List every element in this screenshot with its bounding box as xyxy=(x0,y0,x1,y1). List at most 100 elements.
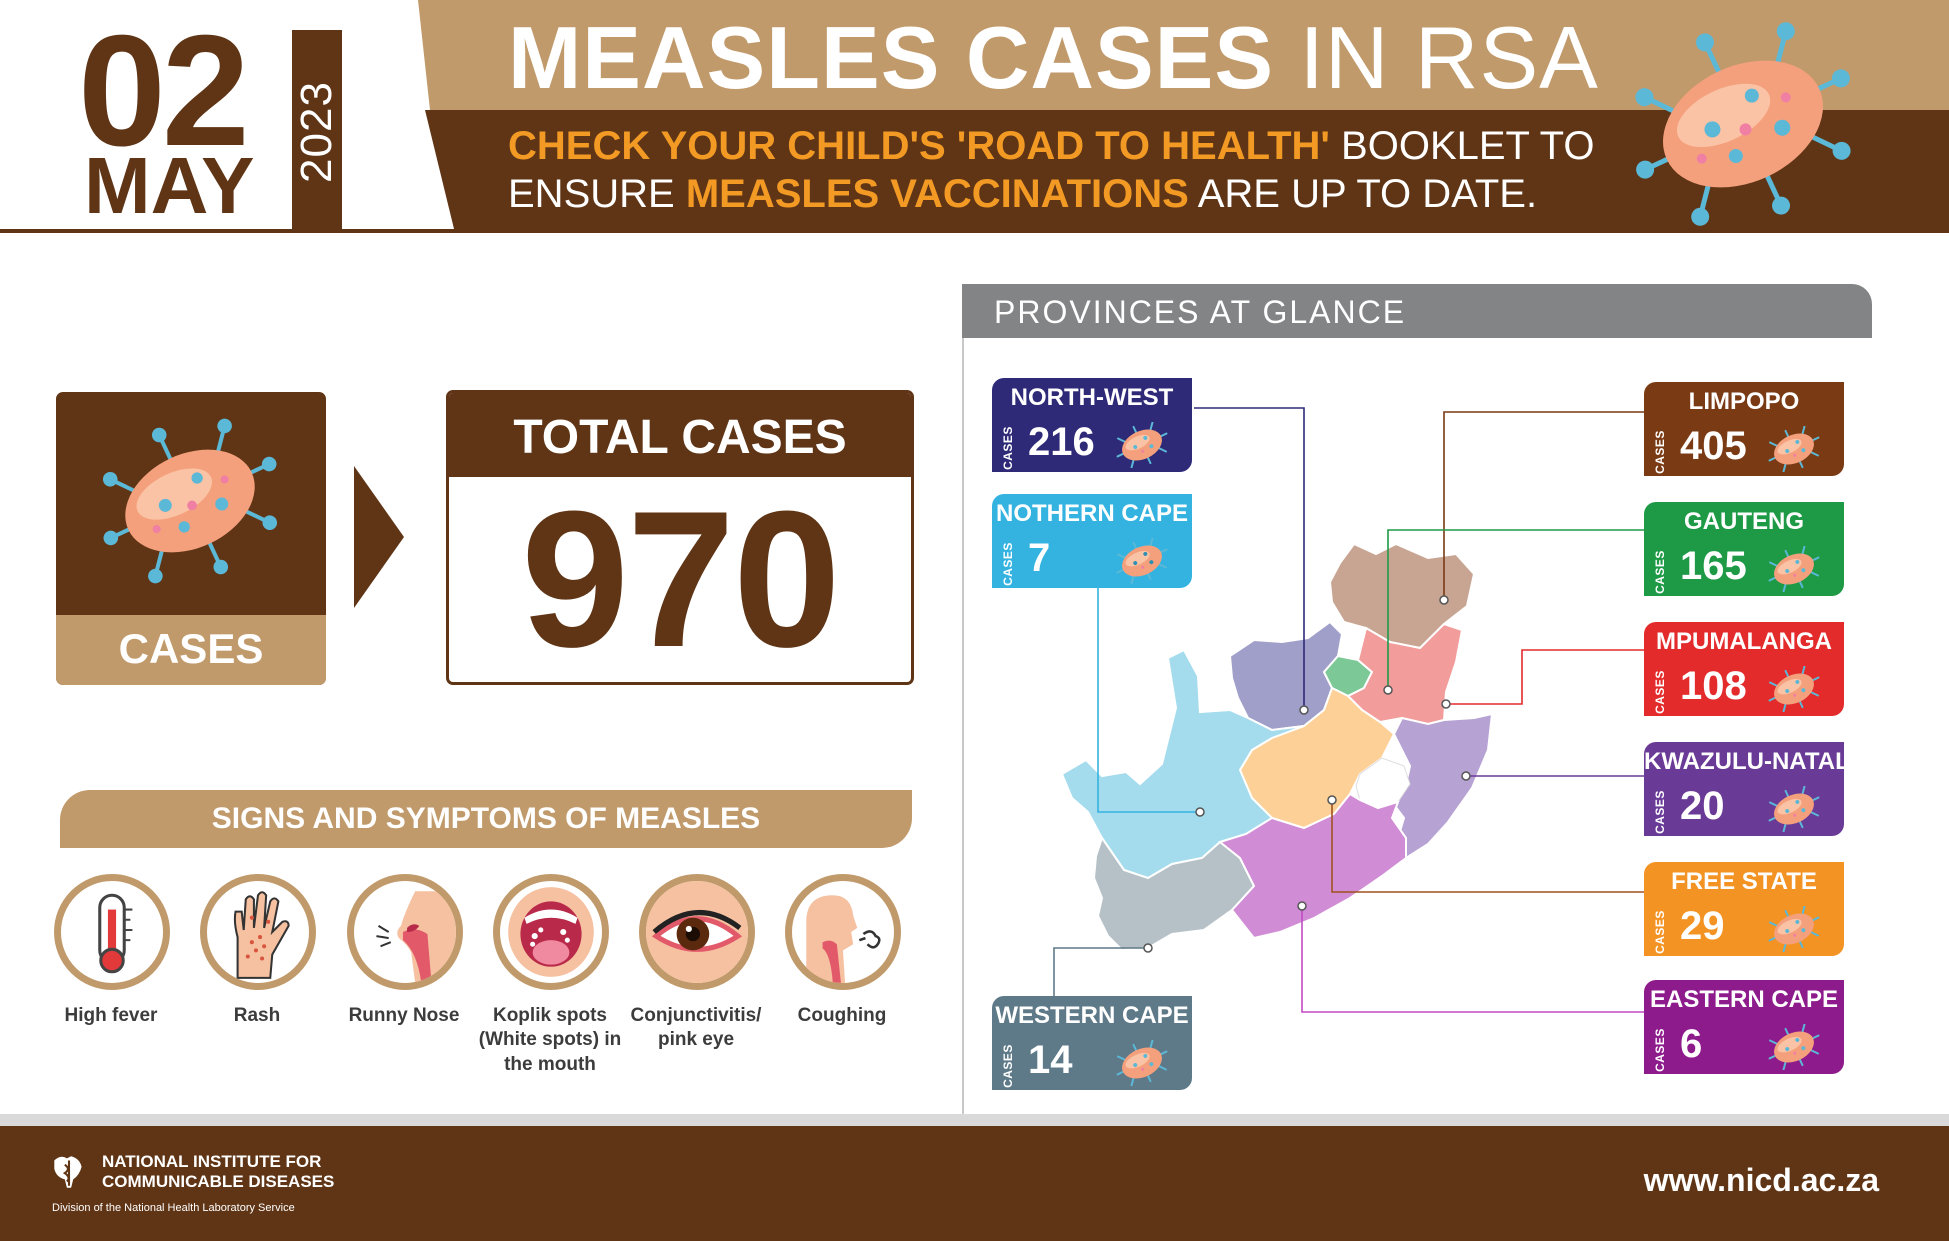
virus-icon xyxy=(1768,786,1820,832)
cases-caption: CASES xyxy=(1644,550,1676,594)
province-value: 20 xyxy=(1680,784,1725,828)
cases-caption: CASES xyxy=(1644,430,1676,474)
province-card-western-cape: WESTERN CAPE CASES 14 xyxy=(992,996,1192,1090)
footer-divider xyxy=(0,1114,1949,1126)
total-cases-card: TOTAL CASES 970 xyxy=(446,390,914,685)
province-name: FREE STATE xyxy=(1671,868,1817,895)
message-text-1: BOOKLET TO xyxy=(1341,124,1595,168)
marker-western-cape xyxy=(1143,943,1153,953)
runny-nose-icon xyxy=(347,874,463,990)
website-link[interactable]: www.nicd.ac.za xyxy=(1643,1162,1879,1198)
cases-label: CASES xyxy=(118,625,264,672)
map-western-cape xyxy=(1092,835,1256,952)
rash-hand-icon xyxy=(200,874,316,990)
virus-icon xyxy=(1635,22,1851,226)
marker-free-state xyxy=(1327,795,1337,805)
cases-caption-text: CASES xyxy=(1001,426,1015,470)
virus-icon xyxy=(1768,426,1820,472)
province-name: KWAZULU-NATAL xyxy=(1644,748,1844,775)
leader-line-northern-cape xyxy=(1097,586,1200,813)
marker-northern-cape xyxy=(1195,807,1205,817)
province-value: 29 xyxy=(1680,904,1725,948)
leader-line-gauteng xyxy=(1387,529,1644,690)
cases-caption-text: CASES xyxy=(1653,670,1667,714)
cases-caption: CASES xyxy=(992,542,1024,586)
year-text: 2023 xyxy=(292,80,342,183)
cases-caption-text: CASES xyxy=(1653,1028,1667,1072)
cases-caption: CASES xyxy=(1644,670,1676,714)
marker-mpumalanga xyxy=(1441,699,1451,709)
province-value: 7 xyxy=(1028,536,1051,580)
symptom-label: High fever xyxy=(64,1005,158,1026)
south-africa-map xyxy=(1053,407,1644,1038)
leader-line-free-state xyxy=(1331,800,1644,893)
footer xyxy=(0,1126,1949,1241)
date-block xyxy=(0,0,460,233)
virus-icon xyxy=(1116,538,1168,584)
province-value: 14 xyxy=(1028,1038,1073,1082)
province-value: 108 xyxy=(1680,664,1747,708)
mouth-spots-icon xyxy=(493,874,609,990)
cases-card: CASES xyxy=(56,392,326,685)
marker-limpopo xyxy=(1439,595,1449,605)
virus-icon xyxy=(1768,666,1820,712)
cases-caption-text: CASES xyxy=(1001,1044,1015,1088)
thermometer-icon xyxy=(54,874,170,990)
cases-caption-text: CASES xyxy=(1653,910,1667,954)
province-card-free-state: FREE STATE CASES 29 xyxy=(1644,862,1844,956)
virus-icon xyxy=(1768,906,1820,952)
year-strip xyxy=(292,30,342,233)
date-underline xyxy=(0,229,460,233)
coughing-icon xyxy=(785,874,901,990)
section-divider xyxy=(962,338,964,1114)
province-card-eastern-cape: EASTERN CAPE CASES 6 xyxy=(1644,980,1844,1074)
province-name: EASTERN CAPE xyxy=(1649,986,1839,1013)
map-limpopo xyxy=(1328,542,1476,650)
title-bold: MEASLES CASES xyxy=(508,8,1275,107)
date-month: MAY xyxy=(84,141,255,230)
province-card-north-west: NORTH-WEST CASES 216 xyxy=(992,378,1192,472)
cases-caption-text: CASES xyxy=(1001,542,1015,586)
nicd-logo-icon xyxy=(54,1156,82,1188)
cases-caption-text: CASES xyxy=(1653,550,1667,594)
leader-line-north-west xyxy=(1194,407,1305,710)
title-regular: IN RSA xyxy=(1299,8,1599,107)
cases-caption: CASES xyxy=(1644,910,1676,954)
message-text-2a: ENSURE xyxy=(508,172,675,216)
page-title: MEASLES CASES IN RSA xyxy=(508,14,1599,102)
province-card-gauteng: GAUTENG CASES 165 xyxy=(1644,502,1844,596)
total-cases-label: TOTAL CASES xyxy=(449,393,911,477)
cases-label-band xyxy=(56,615,326,685)
virus-icon xyxy=(1768,1024,1820,1070)
message-line-2: ENSURE MEASLES VACCINATIONS ARE UP TO DA… xyxy=(508,174,1537,214)
virus-icon xyxy=(1116,422,1168,468)
province-value: 6 xyxy=(1680,1022,1703,1066)
virus-icon xyxy=(102,418,278,584)
org-subtitle: Division of the National Health Laborato… xyxy=(52,1202,295,1214)
marker-eastern-cape xyxy=(1297,901,1307,911)
cases-caption: CASES xyxy=(1644,1028,1676,1072)
provinces-heading: PROVINCES AT GLANCE xyxy=(962,284,1872,338)
symptom-label: Conjunctivitis/ pink eye xyxy=(630,1005,762,1051)
symptom-label: Runny Nose xyxy=(348,1005,460,1026)
message-highlight-1: CHECK YOUR CHILD'S 'ROAD TO HEALTH' xyxy=(508,124,1330,168)
message-text-2b: ARE UP TO DATE. xyxy=(1197,172,1538,216)
cases-caption-text: CASES xyxy=(1653,790,1667,834)
province-card-kwazulu-natal: KWAZULU-NATAL CASES 20 xyxy=(1644,742,1844,836)
cases-caption: CASES xyxy=(992,1044,1024,1088)
leader-line-mpumalanga xyxy=(1446,649,1644,705)
province-name: LIMPOPO xyxy=(1688,388,1800,415)
leader-line-limpopo xyxy=(1443,411,1644,600)
marker-gauteng xyxy=(1383,685,1393,695)
province-name: GAUTENG xyxy=(1684,508,1804,535)
province-name: MPUMALANGA xyxy=(1656,628,1832,655)
message-line-1: CHECK YOUR CHILD'S 'ROAD TO HEALTH' BOOK… xyxy=(508,126,1594,166)
symptom-label: Rash xyxy=(233,1005,281,1026)
marker-kwazulu-natal xyxy=(1461,771,1471,781)
map-eastern-cape xyxy=(1217,792,1407,940)
arrow-right-icon xyxy=(354,466,404,608)
total-cases-value: 970 xyxy=(521,471,841,685)
province-name: NOTHERN CAPE xyxy=(995,500,1188,527)
date-day: 02 xyxy=(78,3,250,179)
cases-caption-text: CASES xyxy=(1653,430,1667,474)
